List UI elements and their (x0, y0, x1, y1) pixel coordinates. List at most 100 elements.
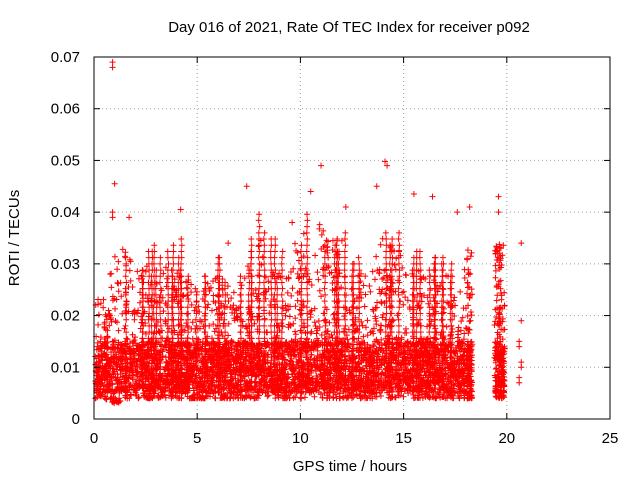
data-point-marker (363, 356, 370, 363)
data-point-marker (434, 349, 441, 356)
data-point-marker (274, 392, 281, 399)
data-point-marker (404, 297, 411, 304)
data-point-marker (208, 364, 215, 371)
data-point-marker (387, 303, 394, 310)
data-point-marker (311, 393, 318, 400)
data-point-marker (345, 348, 352, 355)
data-point-marker (296, 273, 303, 280)
data-point-marker (209, 379, 216, 386)
data-point-marker (467, 317, 474, 324)
data-point-marker (314, 363, 321, 370)
data-point-marker (315, 389, 322, 396)
data-point-marker (288, 268, 295, 275)
data-point-marker (287, 350, 294, 357)
data-point-marker (308, 369, 315, 376)
data-point-marker (318, 231, 325, 238)
data-point-marker (283, 375, 290, 382)
data-point-marker (285, 274, 292, 281)
data-point-marker (222, 338, 229, 345)
data-point-marker (126, 367, 133, 374)
data-point-marker (205, 301, 212, 308)
data-point-marker (308, 351, 315, 358)
data-point-marker (292, 303, 299, 310)
data-point-marker (133, 342, 140, 349)
data-point-marker (239, 394, 246, 401)
data-point-marker (225, 332, 232, 339)
data-point-marker (185, 348, 192, 355)
data-point-marker (455, 324, 462, 331)
data-point-marker (282, 339, 289, 346)
data-point-marker (174, 270, 181, 277)
data-point-marker (357, 289, 364, 296)
data-point-marker (225, 320, 232, 327)
data-point-marker (370, 343, 377, 350)
data-point-marker (266, 379, 273, 386)
data-point-marker (292, 394, 299, 401)
data-point-marker (275, 274, 282, 281)
data-point-marker (356, 316, 363, 323)
data-point-marker (116, 348, 123, 355)
data-point-marker (418, 344, 425, 351)
data-point-marker (99, 364, 106, 371)
data-point-marker (226, 385, 233, 392)
data-point-marker (298, 395, 305, 402)
data-point-marker (329, 347, 336, 354)
data-point-marker (306, 276, 313, 283)
data-point-marker (103, 376, 110, 383)
data-point-marker (222, 373, 229, 380)
data-point-marker (122, 388, 129, 395)
data-point-marker (312, 252, 319, 259)
data-point-marker (98, 342, 105, 349)
data-point-marker (367, 347, 374, 354)
data-point-marker (252, 379, 259, 386)
data-point-marker (189, 335, 196, 342)
data-point-marker (147, 395, 154, 402)
data-point-marker (370, 330, 377, 337)
data-point-marker (356, 304, 363, 311)
data-point-marker (98, 356, 105, 363)
data-point-marker (371, 389, 378, 396)
data-point-marker (250, 389, 257, 396)
data-point-marker (437, 348, 444, 355)
data-point-marker (228, 345, 235, 352)
data-point-marker (126, 395, 133, 402)
data-point-marker (118, 367, 125, 374)
data-point-marker (142, 394, 149, 401)
data-point-marker (133, 358, 140, 365)
data-point-marker (360, 333, 367, 340)
data-point-marker (228, 380, 235, 387)
data-point-marker (106, 363, 113, 370)
data-point-marker (195, 303, 202, 310)
data-point-marker (426, 273, 433, 280)
data-point-marker (454, 355, 461, 362)
data-point-marker (461, 387, 468, 394)
data-point-marker (210, 292, 217, 299)
data-point-marker (148, 297, 155, 304)
data-point-marker (97, 338, 104, 345)
data-point-marker (397, 392, 404, 399)
data-point-marker (314, 339, 321, 346)
data-point-marker (367, 288, 374, 295)
data-point-marker (314, 379, 321, 386)
data-point-marker (126, 267, 133, 274)
data-point-marker (92, 395, 99, 402)
data-point-marker (259, 253, 266, 260)
data-point-marker (423, 344, 430, 351)
data-point-marker (370, 308, 377, 315)
data-point-marker (366, 369, 373, 376)
data-point-marker (377, 241, 384, 248)
data-point-marker (338, 237, 345, 244)
data-point-marker (203, 389, 210, 396)
data-point-marker (434, 390, 441, 397)
data-point-marker (188, 289, 195, 296)
data-point-marker (459, 314, 466, 321)
data-point-marker (127, 355, 134, 362)
data-point-marker (372, 304, 379, 311)
data-point-marker (426, 341, 433, 348)
data-point-marker (356, 310, 363, 317)
data-point-marker (392, 288, 399, 295)
data-point-marker (215, 388, 222, 395)
data-point-marker (101, 321, 108, 328)
data-point-marker (189, 319, 196, 326)
data-point-marker (236, 365, 243, 372)
